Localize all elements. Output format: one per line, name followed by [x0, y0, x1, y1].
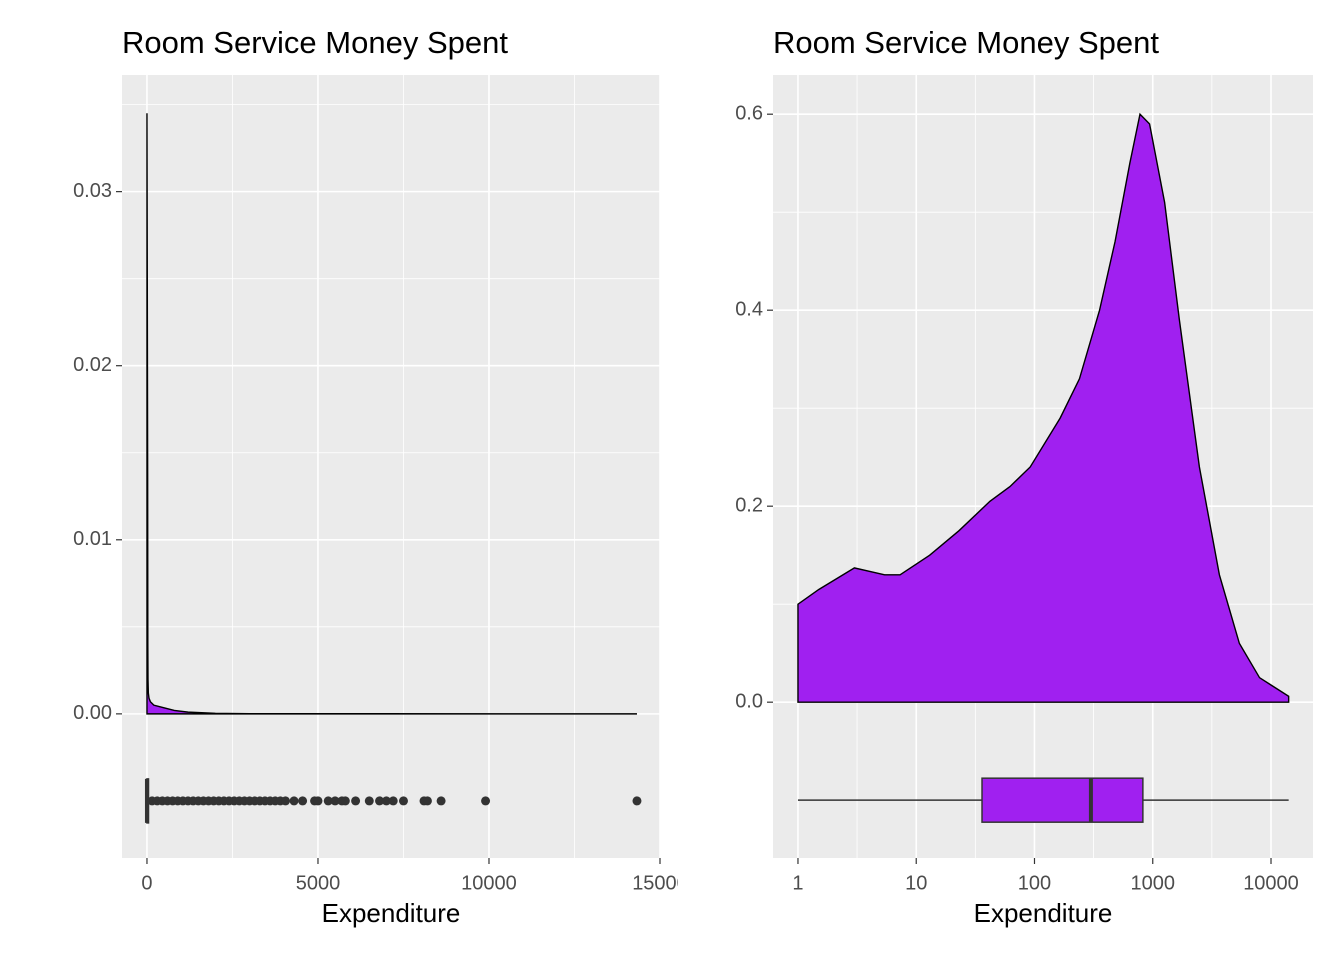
x-axis-title: Expenditure — [322, 898, 461, 928]
outlier — [330, 796, 340, 806]
y-tick-label: 0.2 — [735, 494, 763, 516]
x-tick-label: 1000 — [1130, 872, 1175, 894]
density-area — [146, 113, 637, 715]
x-tick-label: 100 — [1018, 872, 1051, 894]
outlier — [398, 796, 408, 806]
x-tick-label: 10 — [905, 872, 927, 894]
y-tick-label: 0.4 — [735, 298, 763, 320]
right-chart: 1 10 100 1000 10000 0.0 0.2 0.4 0.6 Room Service … — [735, 25, 1313, 928]
outlier — [381, 796, 391, 806]
outlier — [436, 796, 446, 806]
outlier — [351, 796, 361, 806]
y-tick-label: 0.0 — [735, 690, 763, 712]
box — [981, 777, 1144, 823]
x-tick-label: 10000 — [461, 872, 517, 894]
outlier — [289, 796, 299, 806]
outlier — [280, 796, 290, 806]
x-tick-label: 5000 — [296, 872, 341, 894]
x-tick-label: 10000 — [1243, 872, 1299, 894]
x-tick-label: 1 — [792, 872, 803, 894]
outlier — [632, 796, 642, 806]
outlier — [340, 796, 350, 806]
outlier — [364, 796, 374, 806]
outlier — [313, 796, 323, 806]
chart-title: Room Service Money Spent — [773, 25, 1159, 60]
outlier — [298, 796, 308, 806]
x-tick-label: 0 — [141, 872, 152, 894]
y-tick-label: 0.6 — [735, 102, 763, 124]
outlier — [481, 796, 491, 806]
outlier — [375, 796, 385, 806]
chart-title: Room Service Money Spent — [122, 25, 508, 60]
x-axis-title: Expenditure — [974, 898, 1113, 928]
y-tick-label: 0.00 — [73, 702, 112, 724]
y-tick-label: 0.02 — [73, 354, 112, 376]
y-tick-label: 0.03 — [73, 180, 112, 202]
outlier — [422, 796, 432, 806]
panel-background — [122, 75, 660, 858]
outlier — [388, 796, 398, 806]
density-area — [797, 112, 1290, 703]
outlier — [323, 796, 333, 806]
y-tick-label: 0.01 — [73, 528, 112, 550]
